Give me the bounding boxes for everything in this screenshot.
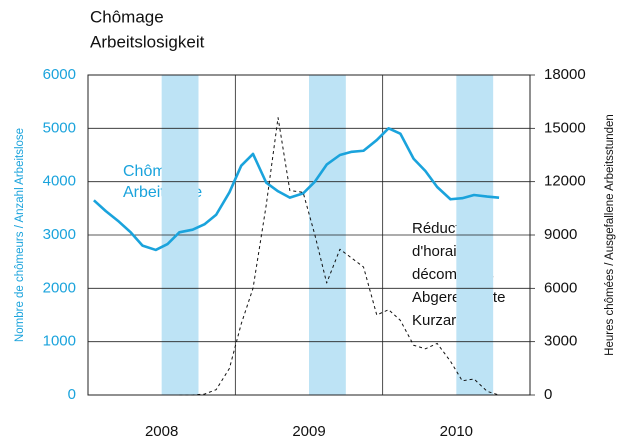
y2-tick-label: 12000	[544, 173, 586, 190]
y-tick-label: 4000	[43, 173, 76, 190]
y2-tick-label: 18000	[544, 66, 586, 83]
x-tick-label: 2008	[145, 423, 178, 440]
x-tick-label: 2009	[292, 423, 325, 440]
y2-axis-label: Heures chômées / Ausgefallene Arbeitsstu…	[604, 114, 616, 356]
y-tick-label: 1000	[43, 333, 76, 350]
y-tick-label: 3000	[43, 226, 76, 243]
x-tick-label: 2010	[440, 423, 473, 440]
y2-tick-label: 0	[544, 386, 552, 403]
series-label: d'horaire	[412, 243, 470, 260]
series-line	[93, 127, 500, 252]
y2-tick-label: 3000	[544, 333, 577, 350]
y-axis-label: Nombre de chômeurs / Anzahl Arbeitslose	[14, 128, 26, 342]
chart-title: Arbeitslosigkeit	[90, 32, 205, 51]
y-tick-label: 5000	[43, 119, 76, 136]
plot-frame	[87, 74, 531, 396]
y-tick-label: 6000	[43, 66, 76, 83]
y-tick-label: 2000	[43, 279, 76, 296]
series-line	[179, 117, 500, 396]
y2-tick-label: 15000	[544, 119, 586, 136]
y2-tick-label: 9000	[544, 226, 577, 243]
y-tick-label: 0	[68, 386, 76, 403]
chart-title: Chômage	[90, 7, 164, 26]
y2-tick-label: 6000	[544, 279, 577, 296]
